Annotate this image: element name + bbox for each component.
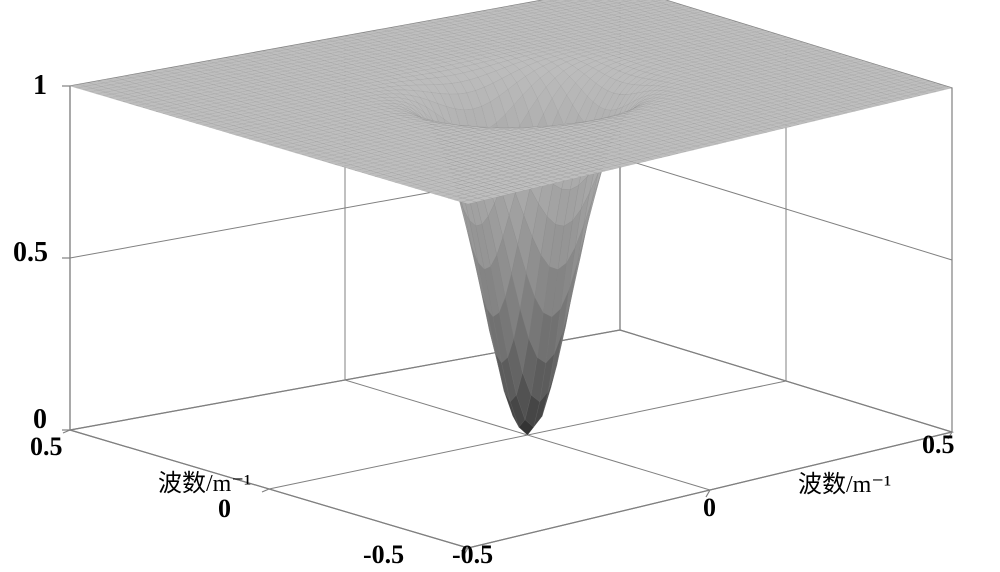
y-tick-0.5: 0.5	[30, 432, 63, 462]
y-axis-title: 波数/m⁻¹	[158, 463, 251, 498]
z-tick-1: 1	[33, 70, 47, 102]
y-tick-0: 0	[218, 494, 231, 524]
y-tick-n0.5: -0.5	[363, 540, 404, 570]
x-tick-n0.5: -0.5	[452, 540, 493, 570]
x-tick-0.5: 0.5	[922, 430, 955, 460]
x-axis-title: 波数/m⁻¹	[798, 464, 891, 499]
z-tick-0.5: 0.5	[13, 237, 48, 269]
x-tick-0: 0	[703, 493, 716, 523]
plot-3d-surface: 1 0.5 0 0.5 0 -0.5 -0.5 0 0.5 波数/m⁻¹ 波数/…	[0, 0, 1000, 572]
